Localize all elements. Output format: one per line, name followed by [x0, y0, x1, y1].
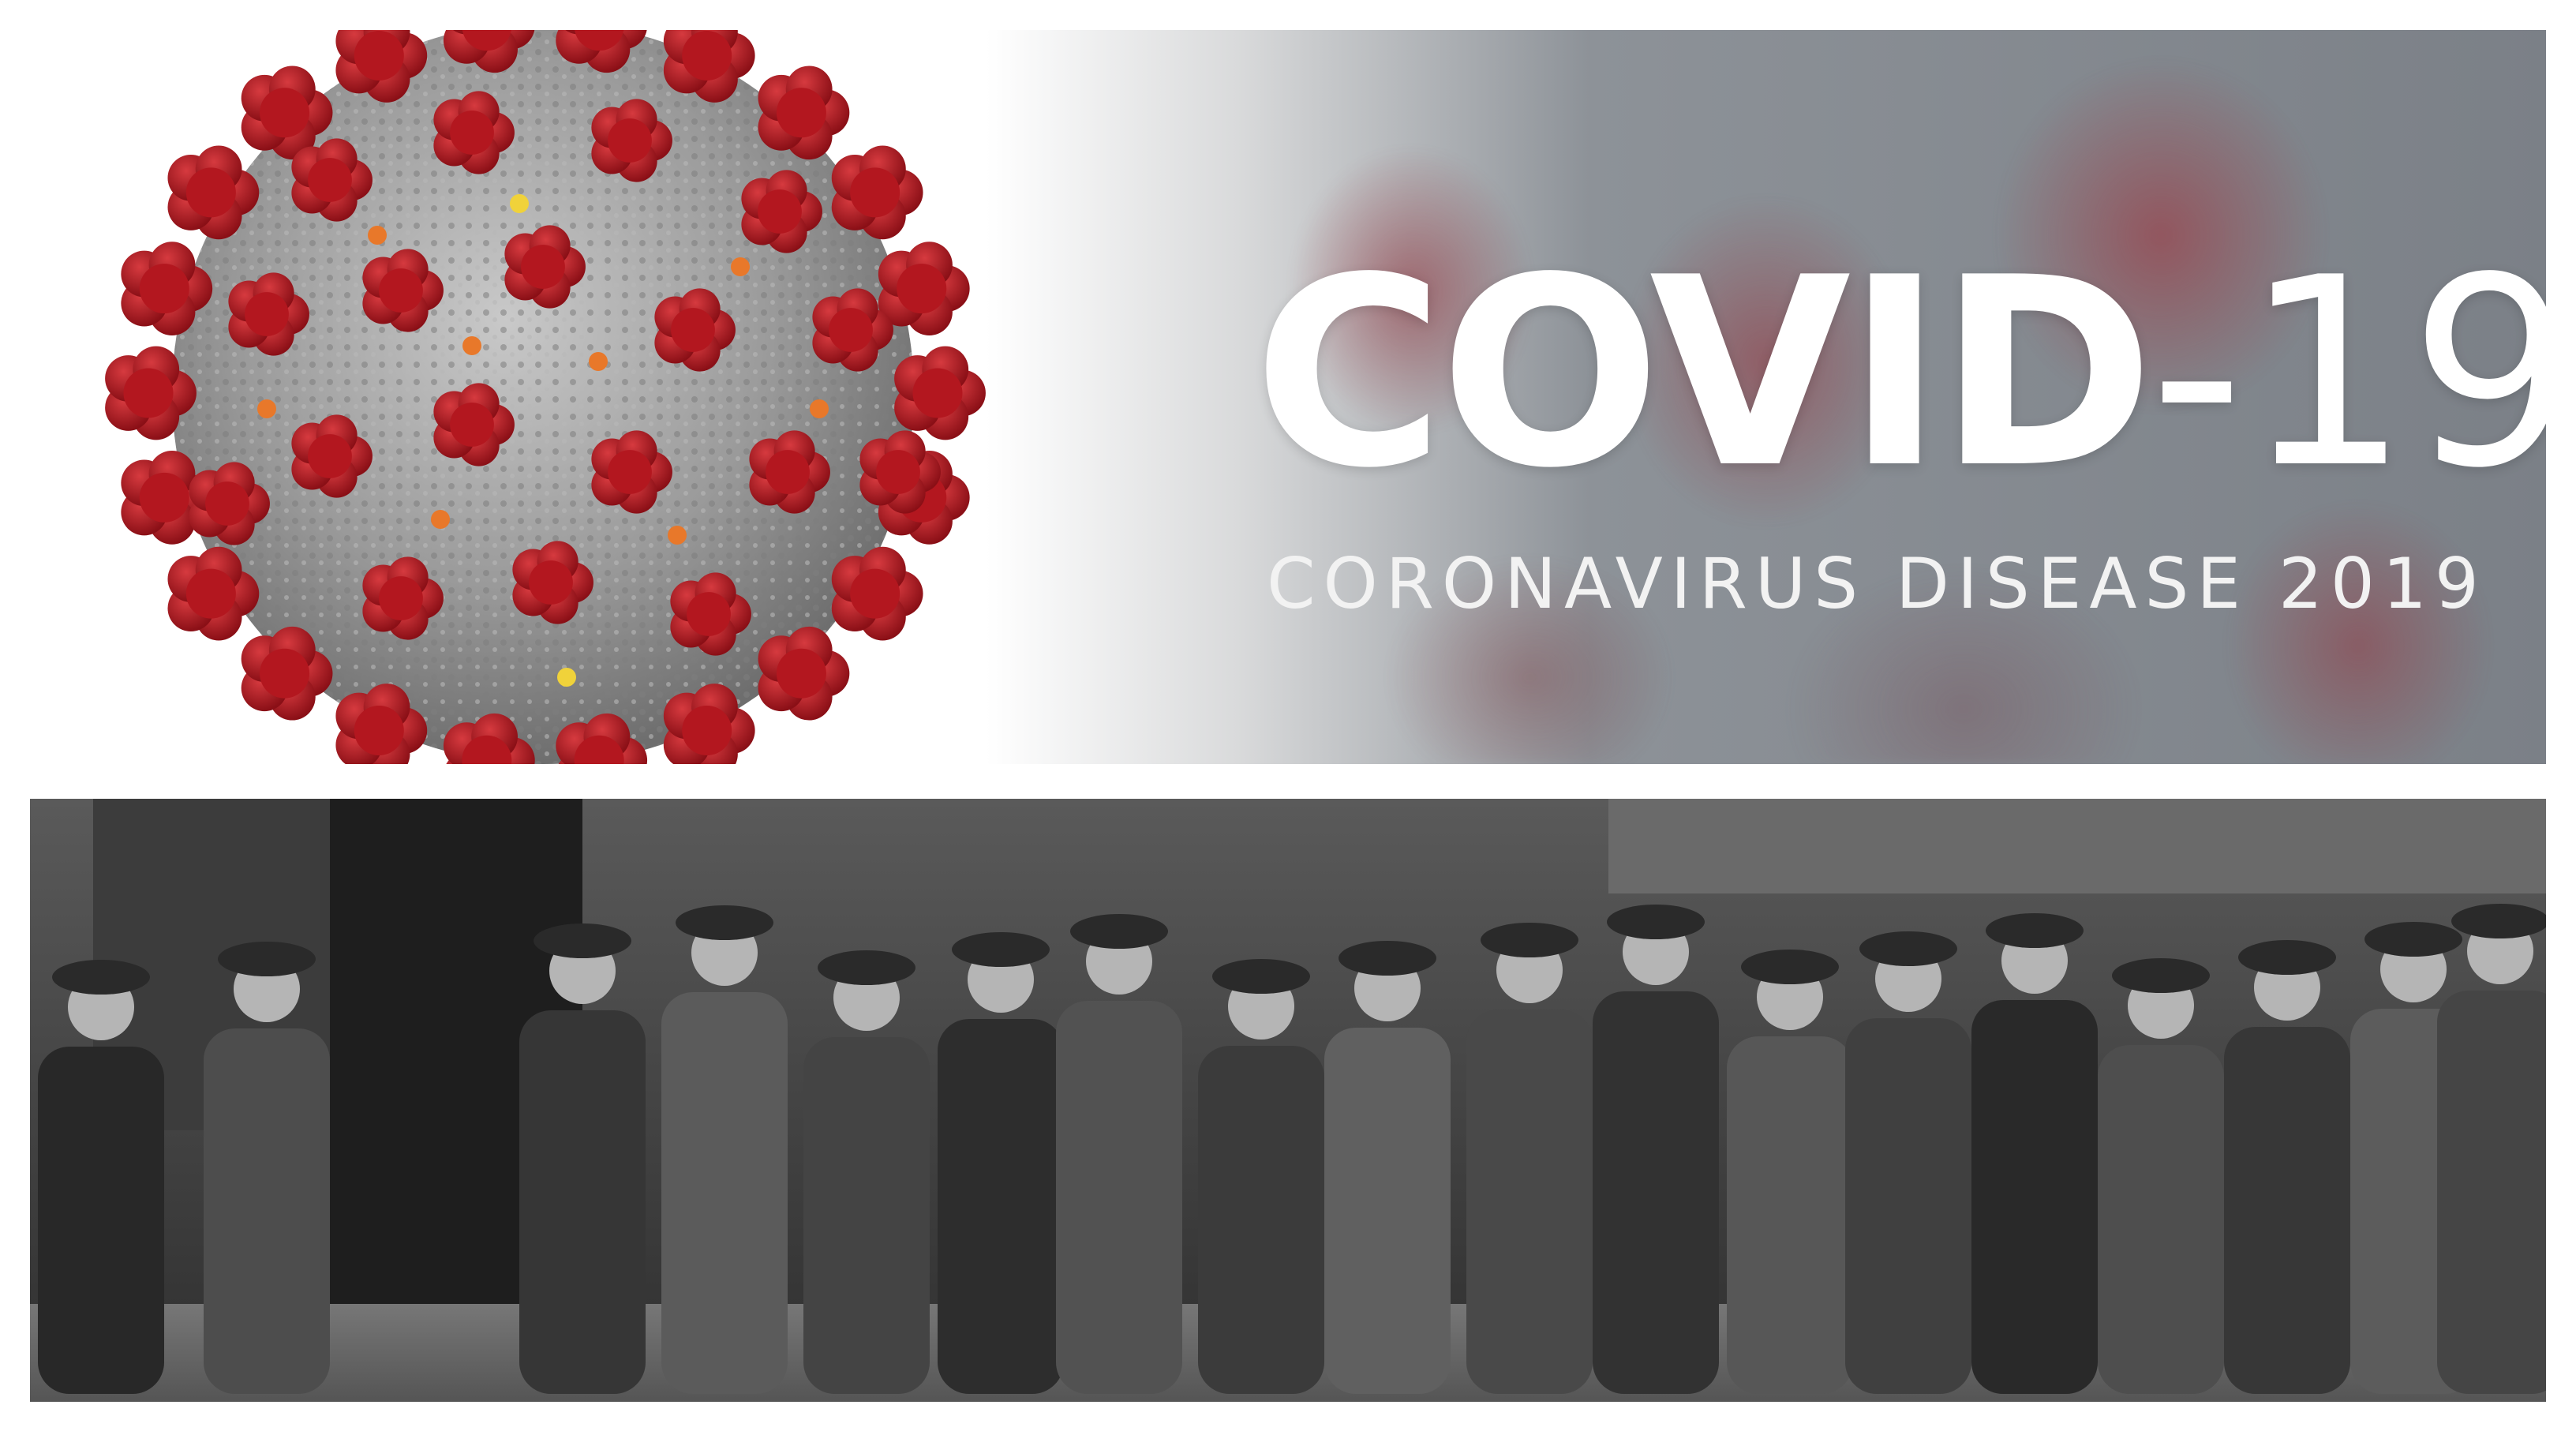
spike-protein — [433, 91, 515, 174]
spike-protein — [335, 684, 428, 764]
person — [938, 932, 1064, 1394]
person — [1845, 931, 1971, 1394]
person — [2098, 958, 2224, 1394]
spike-protein — [433, 383, 515, 466]
person — [519, 923, 646, 1394]
spike-protein — [512, 541, 593, 624]
person — [1593, 905, 1719, 1394]
spike-protein — [758, 626, 850, 721]
spike-protein — [167, 546, 260, 641]
person — [2437, 904, 2546, 1394]
person — [1466, 923, 1593, 1394]
person — [803, 950, 930, 1394]
spike-protein — [758, 66, 850, 160]
virus-spikes — [105, 30, 986, 764]
spike-protein — [831, 546, 923, 641]
title-dash: - — [2149, 222, 2245, 525]
virus-dot — [810, 399, 829, 418]
spike-protein — [443, 30, 535, 73]
spike-protein — [749, 430, 830, 514]
spike-protein — [228, 272, 309, 356]
spike-protein — [189, 462, 270, 545]
spike-protein — [105, 346, 197, 440]
brick-wall — [1608, 799, 2546, 893]
spike-protein — [291, 414, 373, 498]
spike-protein — [894, 346, 986, 440]
spike-protein — [443, 713, 535, 764]
spike-protein — [741, 170, 822, 253]
spike-protein — [591, 99, 672, 182]
spike-protein — [591, 430, 672, 514]
banner-subtitle: CORONAVIRUS DISEASE 2019 — [1267, 543, 2487, 624]
spike-protein — [167, 145, 260, 240]
virus-dot — [431, 510, 450, 529]
spike-protein — [362, 249, 444, 332]
spike-protein — [878, 242, 970, 335]
coronavirus-illustration — [30, 30, 1088, 764]
spike-protein — [504, 225, 586, 309]
person — [1056, 914, 1182, 1394]
virus-dot — [668, 526, 687, 545]
title-number: 19 — [2244, 222, 2546, 525]
spike-protein — [812, 288, 893, 372]
person — [1971, 913, 2098, 1394]
spike-protein — [362, 556, 444, 640]
people-in-line — [38, 904, 2546, 1394]
spike-protein — [335, 30, 428, 103]
virus-dot — [557, 668, 576, 687]
spike-protein — [663, 684, 755, 764]
virus-dot — [462, 336, 481, 355]
spike-protein — [670, 572, 751, 656]
person — [2224, 940, 2350, 1394]
banner-title: COVID-19 — [1253, 243, 2546, 504]
virus-dot — [731, 257, 750, 276]
spike-protein — [831, 145, 923, 240]
title-word: COVID — [1253, 222, 2155, 525]
breadline-photo — [30, 799, 2546, 1402]
spike-protein — [556, 713, 648, 764]
virus-dot — [368, 226, 387, 245]
person — [38, 960, 164, 1394]
spike-protein — [663, 30, 755, 103]
virus-dot — [257, 399, 276, 418]
virus-dots — [257, 194, 829, 687]
spike-protein — [654, 288, 736, 372]
person — [1727, 950, 1853, 1394]
spike-protein — [556, 30, 647, 73]
spike-protein — [291, 138, 373, 222]
spike-protein — [859, 430, 941, 514]
person — [1198, 959, 1324, 1394]
virus-dot — [510, 194, 529, 213]
person — [661, 905, 788, 1394]
spike-protein — [241, 626, 333, 721]
person — [204, 942, 330, 1394]
spike-protein — [241, 66, 333, 160]
spike-protein — [121, 242, 213, 335]
person — [1324, 941, 1451, 1394]
spike-protein — [121, 451, 213, 545]
virus-dot — [589, 352, 608, 371]
covid-banner: COVID-19 CORONAVIRUS DISEASE 2019 — [30, 30, 2546, 764]
